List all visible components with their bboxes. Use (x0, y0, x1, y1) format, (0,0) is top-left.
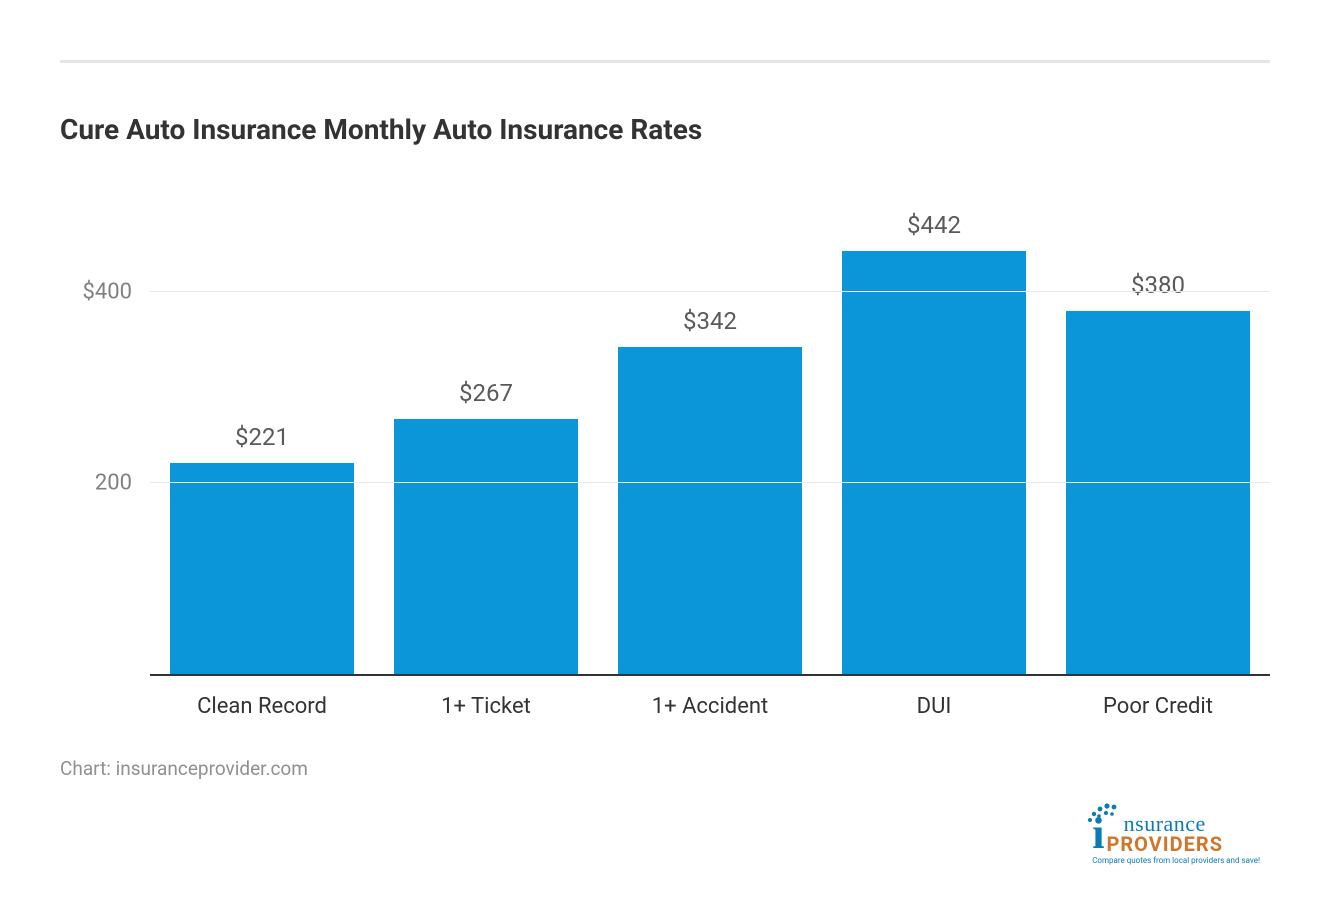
bar-value-label: $221 (235, 423, 289, 463)
brand-logo: i nsurance PROVIDERS Compare quotes from… (1092, 814, 1260, 865)
chart-source: Chart: insuranceprovider.com (60, 757, 1270, 780)
logo-tagline: Compare quotes from local providers and … (1092, 856, 1260, 865)
bar: $221 (170, 463, 354, 674)
bar: $342 (618, 347, 802, 674)
x-axis-label: Poor Credit (1046, 694, 1270, 719)
chart-title: Cure Auto Insurance Monthly Auto Insuran… (60, 113, 1270, 146)
logo-letter-i-icon: i (1092, 816, 1104, 851)
brand-logo-main: i nsurance PROVIDERS (1092, 814, 1260, 854)
x-axis-label: Clean Record (150, 694, 374, 719)
bars-row: $221$267$342$442$380 (150, 196, 1270, 674)
bar-slot: $221 (150, 196, 374, 674)
bar-slot: $267 (374, 196, 598, 674)
chart-container: Cure Auto Insurance Monthly Auto Insuran… (0, 0, 1320, 820)
bar-value-label: $267 (459, 379, 513, 419)
plot-wrapper: $221$267$342$442$380 200$400 (60, 196, 1270, 676)
bar-slot: $442 (822, 196, 1046, 674)
logo-dots-icon (1084, 798, 1120, 828)
x-axis-labels: Clean Record1+ Ticket1+ AccidentDUIPoor … (60, 694, 1270, 719)
gridline (150, 482, 1270, 483)
y-tick-label: 200 (95, 470, 150, 495)
plot-area: $221$267$342$442$380 200$400 (150, 196, 1270, 676)
gridline (150, 291, 1270, 292)
x-axis-label: DUI (822, 694, 1046, 719)
bar: $380 (1066, 311, 1250, 674)
logo-word-providers: PROVIDERS (1106, 835, 1223, 854)
top-divider (60, 60, 1270, 63)
bar: $267 (394, 419, 578, 674)
bar-value-label: $442 (907, 211, 961, 251)
bar-slot: $380 (1046, 196, 1270, 674)
x-axis-label: 1+ Accident (598, 694, 822, 719)
logo-text-block: nsurance PROVIDERS (1106, 814, 1223, 854)
x-axis-label: 1+ Ticket (374, 694, 598, 719)
bar-value-label: $342 (683, 307, 737, 347)
y-tick-label: $400 (83, 279, 150, 304)
bar: $442 (842, 251, 1026, 674)
bar-slot: $342 (598, 196, 822, 674)
